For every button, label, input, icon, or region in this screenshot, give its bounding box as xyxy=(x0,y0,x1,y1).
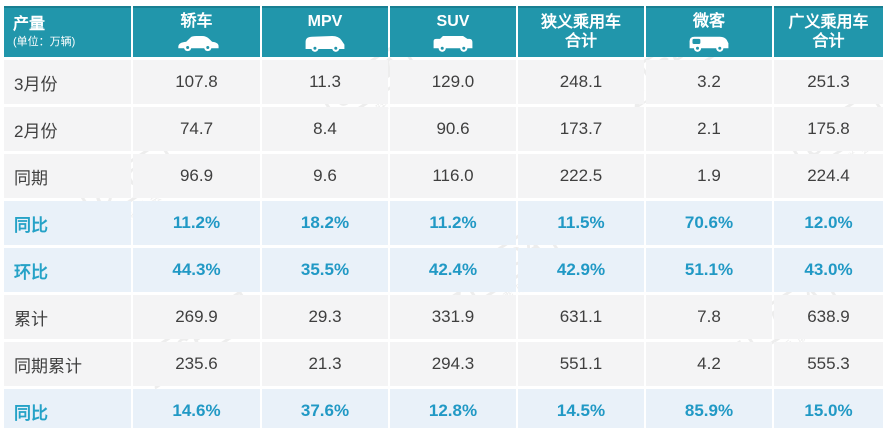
column-label: SUV xyxy=(436,13,470,31)
cell-percent: 11.2% xyxy=(133,201,260,245)
cell-value: 107.8 xyxy=(133,60,260,104)
row-label: 3月份 xyxy=(4,60,131,104)
cell-percent: 12.0% xyxy=(774,201,883,245)
row-label: 2月份 xyxy=(4,107,131,151)
cell-percent: 85.9% xyxy=(646,389,772,428)
column-label: 轿车 xyxy=(180,13,213,31)
suv-icon xyxy=(433,35,473,52)
column-header-narrow-total: 狭义乘用车 合计 xyxy=(518,6,644,57)
table-header-row: 产量 (单位：万辆) 轿车 MPV SUV xyxy=(4,6,883,57)
cell-value: 90.6 xyxy=(390,107,516,151)
cell-value: 129.0 xyxy=(390,60,516,104)
cell-value: 173.7 xyxy=(518,107,644,151)
column-label-line1: 广义乘用车 xyxy=(788,14,869,32)
column-label: 微客 xyxy=(692,13,725,31)
cell-percent: 14.6% xyxy=(133,389,260,428)
cell-percent: 15.0% xyxy=(774,389,883,428)
cell-value: 4.2 xyxy=(646,342,772,386)
cell-percent: 18.2% xyxy=(262,201,388,245)
cell-percent: 42.9% xyxy=(518,248,644,292)
cell-value: 331.9 xyxy=(390,295,516,339)
table-row-cumulative-yoy: 同比 14.6% 37.6% 12.8% 14.5% 85.9% 15.0% xyxy=(4,389,883,428)
microvan-icon xyxy=(689,36,729,52)
row-label: 环比 xyxy=(4,248,131,292)
production-unit: (单位：万辆) xyxy=(13,35,76,48)
cell-percent: 12.8% xyxy=(390,389,516,428)
table: 产量 (单位：万辆) 轿车 MPV SUV xyxy=(4,6,883,428)
column-header-sedan: 轿车 xyxy=(133,6,260,57)
cell-value: 11.3 xyxy=(262,60,388,104)
cell-value: 269.9 xyxy=(133,295,260,339)
cell-value: 74.7 xyxy=(133,107,260,151)
cell-percent: 44.3% xyxy=(133,248,260,292)
cell-percent: 43.0% xyxy=(774,248,883,292)
table-row-mom: 环比 44.3% 35.5% 42.4% 42.9% 51.1% 43.0% xyxy=(4,248,883,292)
cell-percent: 51.1% xyxy=(646,248,772,292)
cell-value: 7.8 xyxy=(646,295,772,339)
column-header-suv: SUV xyxy=(390,6,516,57)
cell-value: 551.1 xyxy=(518,342,644,386)
cell-percent: 14.5% xyxy=(518,389,644,428)
cell-value: 631.1 xyxy=(518,295,644,339)
table-row-same-period-cumulative: 同期累计 235.6 21.3 294.3 551.1 4.2 555.3 xyxy=(4,342,883,386)
row-label: 同期 xyxy=(4,154,131,198)
corner-header-production: 产量 (单位：万辆) xyxy=(4,6,131,57)
cell-value: 222.5 xyxy=(518,154,644,198)
table-row-yoy: 同比 11.2% 18.2% 11.2% 11.5% 70.6% 12.0% xyxy=(4,201,883,245)
row-label: 累计 xyxy=(4,295,131,339)
cell-value: 224.4 xyxy=(774,154,883,198)
column-header-microvan: 微客 xyxy=(646,6,772,57)
production-title: 产量 xyxy=(13,16,46,34)
cell-value: 9.6 xyxy=(262,154,388,198)
row-label: 同期累计 xyxy=(4,342,131,386)
cell-percent: 11.2% xyxy=(390,201,516,245)
cell-value: 251.3 xyxy=(774,60,883,104)
cell-value: 1.9 xyxy=(646,154,772,198)
cell-value: 8.4 xyxy=(262,107,388,151)
cell-value: 638.9 xyxy=(774,295,883,339)
column-header-broad-total: 广义乘用车 合计 xyxy=(774,6,883,57)
row-label: 同比 xyxy=(4,201,131,245)
cell-value: 2.1 xyxy=(646,107,772,151)
cell-value: 235.6 xyxy=(133,342,260,386)
cell-percent: 42.4% xyxy=(390,248,516,292)
column-label-line2: 合计 xyxy=(564,32,597,50)
cell-value: 555.3 xyxy=(774,342,883,386)
cell-value: 96.9 xyxy=(133,154,260,198)
table-row-february: 2月份 74.7 8.4 90.6 173.7 2.1 175.8 xyxy=(4,107,883,151)
cell-value: 3.2 xyxy=(646,60,772,104)
mpv-icon xyxy=(305,35,345,52)
cell-value: 175.8 xyxy=(774,107,883,151)
column-label: MPV xyxy=(307,13,343,31)
cell-value: 21.3 xyxy=(262,342,388,386)
sedan-icon xyxy=(177,35,219,51)
cell-value: 116.0 xyxy=(390,154,516,198)
table-row-cumulative: 累计 269.9 29.3 331.9 631.1 7.8 638.9 xyxy=(4,295,883,339)
table-row-same-period: 同期 96.9 9.6 116.0 222.5 1.9 224.4 xyxy=(4,154,883,198)
column-label-line1: 狭义乘用车 xyxy=(540,14,621,32)
cell-value: 294.3 xyxy=(390,342,516,386)
table-row-march: 3月份 107.8 11.3 129.0 248.1 3.2 251.3 xyxy=(4,60,883,104)
cell-percent: 35.5% xyxy=(262,248,388,292)
column-header-mpv: MPV xyxy=(262,6,388,57)
cell-percent: 37.6% xyxy=(262,389,388,428)
cell-percent: 70.6% xyxy=(646,201,772,245)
cell-percent: 11.5% xyxy=(518,201,644,245)
cell-value: 29.3 xyxy=(262,295,388,339)
column-label-line2: 合计 xyxy=(812,32,845,50)
cell-value: 248.1 xyxy=(518,60,644,104)
row-label: 同比 xyxy=(4,389,131,428)
